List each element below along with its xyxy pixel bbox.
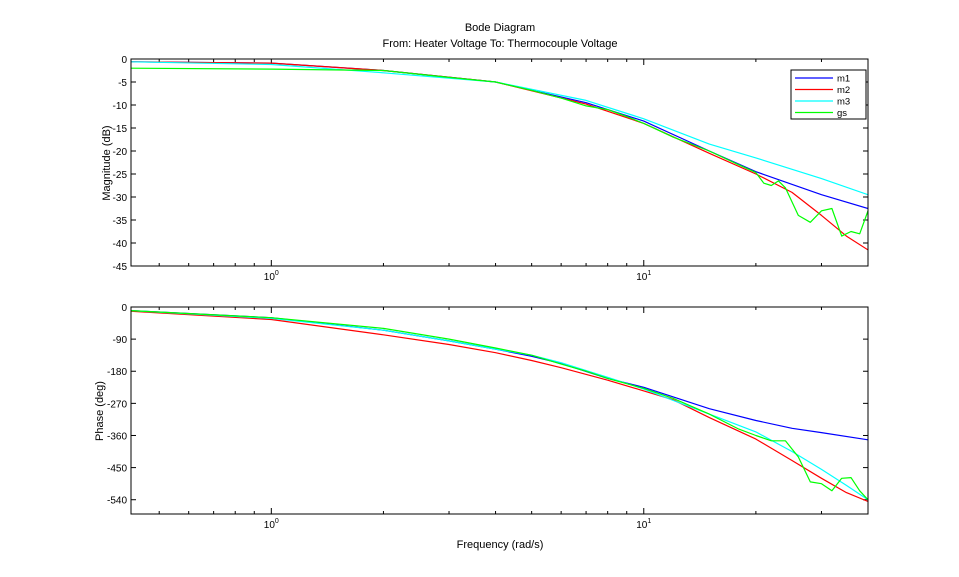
magnitude-axes: 0 -5 -10 -15 -20 -25 -30 -35 -40 -45 100 101 m1m2m3g…	[113, 55, 869, 283]
legend-label-gs: gs	[837, 108, 847, 119]
phase-x-tick-label: 100	[264, 518, 279, 531]
phase-y-tick-label: -180	[107, 367, 127, 378]
magnitude-y-tick-label: -5	[118, 78, 127, 89]
magnitude-axes-frame	[130, 58, 869, 267]
chart-title: Bode Diagram	[465, 22, 535, 34]
phase-axes: 0 -90 -180 -270 -360 -450 -540 100 101	[107, 303, 869, 531]
legend-label-m3: m3	[837, 97, 850, 108]
magnitude-x-tick-label: 100	[264, 270, 279, 283]
phase-y-tick-label: 0	[121, 303, 127, 314]
magnitude-y-tick-label: 0	[121, 55, 127, 66]
phase-axes-frame	[130, 306, 869, 515]
magnitude-y-tick-label: -20	[113, 147, 128, 158]
magnitude-line-gs	[131, 67, 868, 237]
magnitude-y-tick-label: -25	[113, 170, 128, 181]
magnitude-line-m1	[131, 61, 868, 210]
x-axis-label: Frequency (rad/s)	[457, 539, 544, 551]
magnitude-y-tick-label: -10	[113, 101, 128, 112]
legend-label-m1: m1	[837, 74, 850, 85]
magnitude-y-label: Magnitude (dB)	[101, 125, 113, 200]
phase-y-tick-label: -540	[107, 496, 127, 507]
phase-line-gs	[131, 310, 868, 501]
magnitude-y-tick-label: -45	[113, 262, 128, 273]
magnitude-x-tick-label: 101	[636, 270, 651, 283]
magnitude-y-tick-label: -15	[113, 124, 128, 135]
legend-box	[790, 69, 867, 120]
magnitude-y-tick-label: -30	[113, 193, 128, 204]
magnitude-series	[131, 61, 868, 251]
phase-y-tick-label: -90	[113, 335, 128, 346]
phase-line-m3	[131, 310, 868, 501]
magnitude-line-m2	[131, 61, 868, 251]
phase-line-m1	[131, 310, 868, 441]
phase-y-tick-label: -360	[107, 431, 127, 442]
phase-y-tick-label: -270	[107, 399, 127, 410]
magnitude-line-m3	[131, 61, 868, 196]
magnitude-y-tick-label: -35	[113, 216, 128, 227]
chart-subtitle: From: Heater Voltage To: Thermocouple Vo…	[382, 38, 617, 50]
phase-y-label: Phase (deg)	[94, 381, 106, 441]
phase-y-tick-label: -450	[107, 464, 127, 475]
magnitude-y-tick-label: -40	[113, 239, 128, 250]
phase-x-tick-label: 101	[636, 518, 651, 531]
legend-label-m2: m2	[837, 85, 850, 96]
phase-line-m2	[131, 310, 868, 503]
phase-series	[131, 310, 868, 503]
